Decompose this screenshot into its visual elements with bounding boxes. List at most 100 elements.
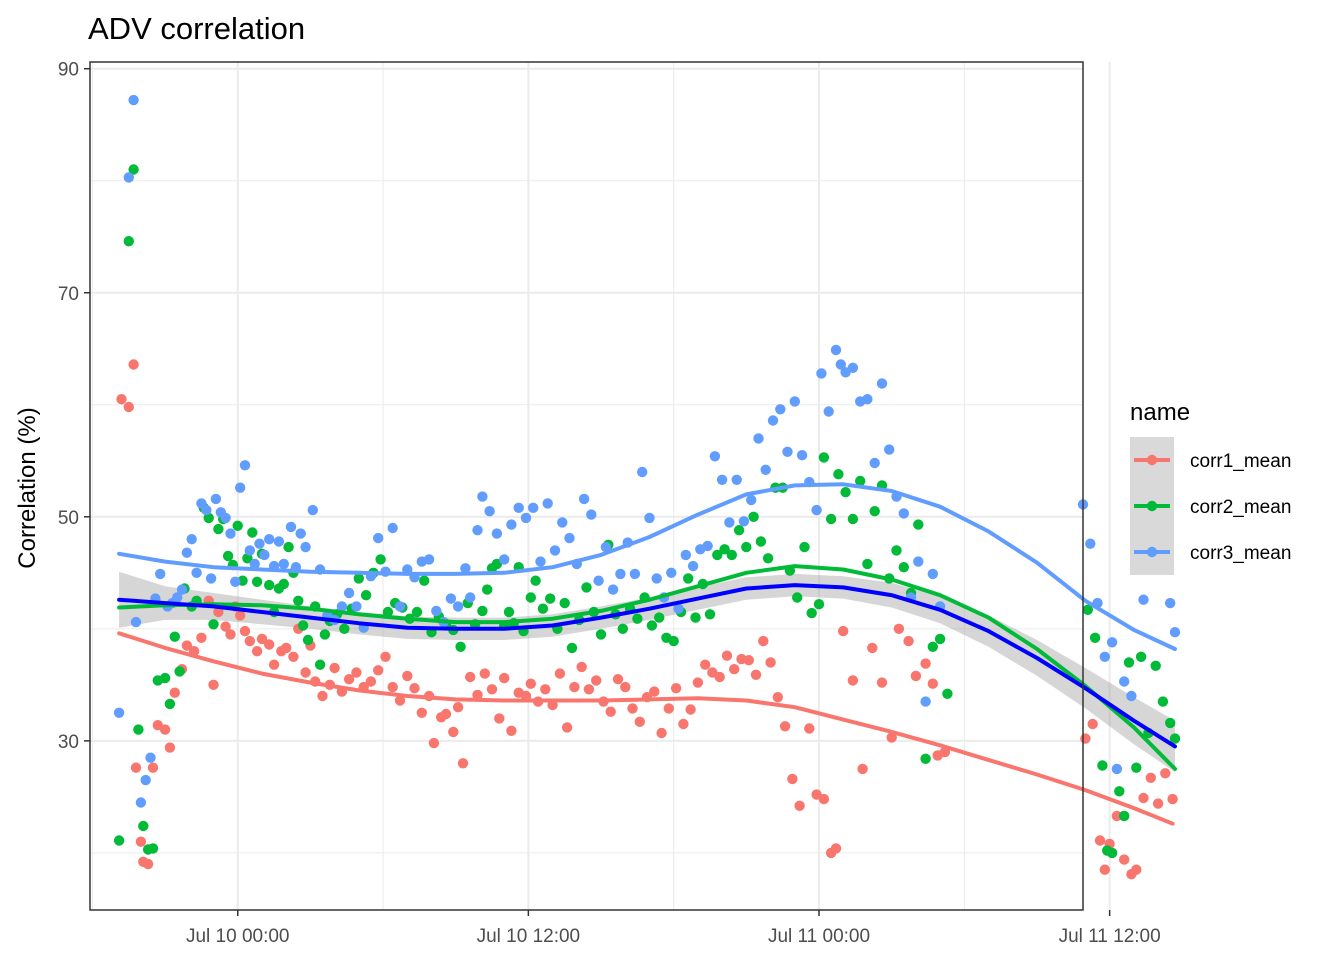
data-point — [886, 732, 897, 743]
data-point — [1165, 717, 1176, 729]
data-point — [796, 450, 808, 461]
data-point — [319, 629, 331, 640]
data-point — [232, 520, 243, 531]
data-point — [220, 621, 231, 632]
data-point — [278, 558, 289, 570]
data-point — [833, 469, 844, 480]
data-point — [724, 517, 735, 528]
data-point — [353, 573, 364, 584]
data-point — [254, 538, 265, 549]
data-point — [145, 752, 156, 763]
data-point — [1131, 762, 1142, 773]
data-point — [244, 545, 255, 556]
data-point — [542, 498, 553, 509]
data-point — [503, 606, 515, 618]
data-point — [1169, 733, 1181, 744]
data-point — [472, 525, 483, 536]
data-point — [746, 494, 757, 506]
data-point — [268, 659, 280, 670]
data-point — [513, 502, 524, 513]
data-point — [113, 707, 125, 718]
y-tick-label: 90 — [58, 60, 79, 81]
data-point — [607, 584, 619, 595]
data-point — [782, 446, 793, 457]
data-point — [867, 642, 878, 654]
data-point — [116, 394, 127, 405]
data-point — [288, 651, 299, 662]
data-point — [208, 679, 219, 690]
data-point — [804, 723, 815, 734]
data-point — [1119, 810, 1130, 822]
data-point — [360, 590, 372, 601]
data-point — [673, 603, 684, 614]
data-point — [794, 800, 805, 811]
data-point — [876, 677, 888, 688]
data-point — [314, 659, 326, 670]
data-point — [891, 545, 902, 556]
data-point — [300, 541, 311, 553]
data-point — [1111, 763, 1123, 775]
data-point — [1135, 651, 1147, 662]
data-point — [1138, 594, 1149, 605]
data-point — [256, 633, 268, 645]
data-point — [561, 722, 573, 733]
data-point — [138, 820, 149, 832]
x-tick-label: Jul 10 12:00 — [477, 926, 581, 947]
data-point — [818, 793, 830, 805]
data-point — [174, 666, 185, 677]
panel-border — [89, 61, 1084, 911]
data-point — [225, 629, 236, 640]
data-point — [409, 683, 420, 694]
data-point — [499, 554, 510, 565]
legend-key-point — [1146, 454, 1158, 466]
data-point — [169, 631, 180, 642]
data-point — [903, 635, 914, 647]
data-point — [285, 521, 297, 533]
data-point — [373, 532, 384, 544]
data-point — [1080, 733, 1091, 744]
data-point — [716, 474, 728, 485]
data-point — [1131, 864, 1142, 875]
data-point — [595, 629, 607, 640]
data-point — [530, 575, 541, 586]
data-point — [486, 684, 498, 695]
data-point — [113, 835, 125, 846]
data-point — [762, 553, 774, 564]
data-point — [452, 601, 464, 612]
data-point — [307, 504, 318, 516]
data-point — [683, 573, 694, 584]
data-point — [847, 675, 859, 686]
data-point — [460, 563, 471, 574]
data-point — [387, 522, 398, 534]
data-point — [586, 509, 597, 520]
x-tick-label: Jul 11 12:00 — [1059, 926, 1161, 947]
data-point — [758, 635, 769, 647]
data-point — [884, 444, 895, 455]
data-point — [525, 592, 536, 603]
data-point — [128, 164, 139, 175]
data-point — [482, 584, 493, 595]
data-point — [1167, 793, 1178, 805]
data-point — [264, 639, 275, 650]
data-point — [169, 687, 180, 698]
data-point — [733, 525, 745, 536]
data-point — [242, 553, 253, 564]
data-point — [620, 681, 631, 693]
data-point — [130, 616, 142, 628]
data-point — [1082, 604, 1094, 615]
data-point — [343, 674, 355, 685]
data-point — [1087, 718, 1098, 730]
data-point — [767, 415, 779, 426]
data-point — [499, 672, 510, 684]
data-point — [646, 620, 658, 631]
y-axis-label: Correlation (%) — [14, 407, 41, 568]
data-point — [479, 668, 490, 679]
data-point — [663, 703, 674, 714]
plot-panel: 30 50 70 90 Jul 10 00:00 Jul 10 12:00 Jul 11 0… — [58, 60, 1181, 947]
data-point — [440, 708, 452, 720]
chart-title: ADV correlation — [88, 11, 305, 46]
data-point — [755, 536, 767, 547]
confidence-band — [119, 571, 1176, 773]
data-point — [452, 702, 464, 713]
